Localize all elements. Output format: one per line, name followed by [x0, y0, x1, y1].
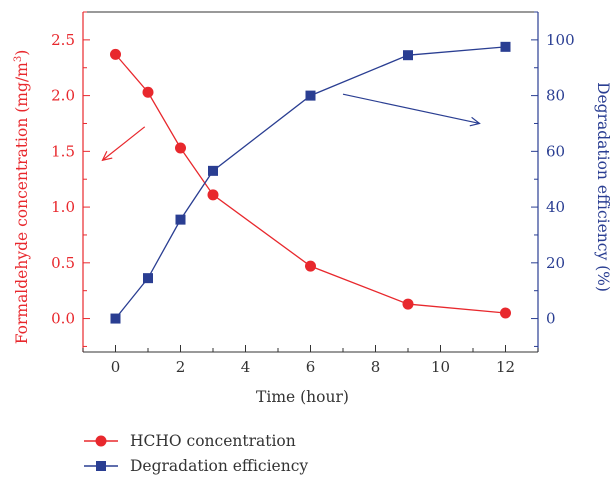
- data-point: [402, 298, 414, 310]
- left-y-tick-label: 0.0: [51, 310, 75, 328]
- arrow-shaft: [342, 93, 480, 125]
- legend-item: HCHO concentration: [84, 432, 296, 450]
- right-y-tick-label: 20: [546, 254, 565, 272]
- x-tick-label: 0: [111, 358, 121, 376]
- right-y-axis-title: Degradation efficiency (%): [594, 82, 612, 292]
- left-y-axis-title: Formaldehyde concentration (mg/m3): [13, 50, 31, 345]
- legend-marker: [96, 461, 106, 471]
- series-layer: [110, 41, 511, 324]
- data-point: [207, 189, 219, 201]
- arrow-shaft: [102, 126, 146, 161]
- x-tick-label: 10: [431, 358, 450, 376]
- left-y-tick-label: 2.5: [51, 31, 75, 49]
- data-point: [175, 214, 186, 225]
- right-y-tick-label: 0: [546, 310, 556, 328]
- left-y-tick-label: 1.0: [51, 198, 75, 216]
- x-tick-label: 2: [176, 358, 186, 376]
- x-tick-label: 8: [371, 358, 381, 376]
- data-point: [500, 41, 511, 52]
- arrow-head: [469, 116, 481, 127]
- data-point: [110, 313, 121, 324]
- data-point: [208, 165, 218, 176]
- right-axis-arrow: [342, 93, 481, 127]
- x-tick-label: 12: [496, 358, 515, 376]
- series-1: [110, 48, 511, 319]
- data-point: [142, 86, 154, 98]
- legend-label: Degradation efficiency: [130, 457, 308, 475]
- right-y-tick-label: 60: [546, 142, 565, 160]
- series-line: [114, 46, 506, 319]
- legend-item: Degradation efficiency: [84, 457, 308, 475]
- left-axis-arrow: [101, 126, 146, 162]
- arrow-head: [101, 151, 113, 162]
- x-tick-label: 6: [306, 358, 316, 376]
- right-y-tick-label: 80: [546, 87, 565, 105]
- x-axis-title: Time (hour): [256, 388, 349, 406]
- data-point: [110, 48, 121, 60]
- annotation-arrows: [101, 93, 481, 162]
- left-y-tick-label: 2.0: [51, 87, 75, 105]
- legend: HCHO concentration Degradation efficiency: [84, 432, 308, 475]
- data-point: [305, 260, 316, 272]
- legend-marker: [95, 435, 107, 447]
- data-point: [175, 142, 186, 154]
- left-y-tick-label: 0.5: [51, 254, 75, 272]
- legend-label: HCHO concentration: [130, 432, 296, 450]
- data-point: [403, 50, 413, 61]
- data-point: [500, 307, 511, 319]
- series-2: [110, 41, 511, 324]
- x-tick-label: 4: [241, 358, 251, 376]
- right-y-tick-label: 40: [546, 198, 565, 216]
- right-y-tick-label: 100: [546, 31, 575, 49]
- axes: 0 2 4 6 8 10 12 Time (hour) 0.0 0.5 1.0 1.5 2.0 2.5 0 2…: [13, 11, 612, 406]
- data-point: [305, 90, 316, 101]
- data-point: [143, 273, 153, 284]
- left-y-tick-label: 1.5: [51, 142, 75, 160]
